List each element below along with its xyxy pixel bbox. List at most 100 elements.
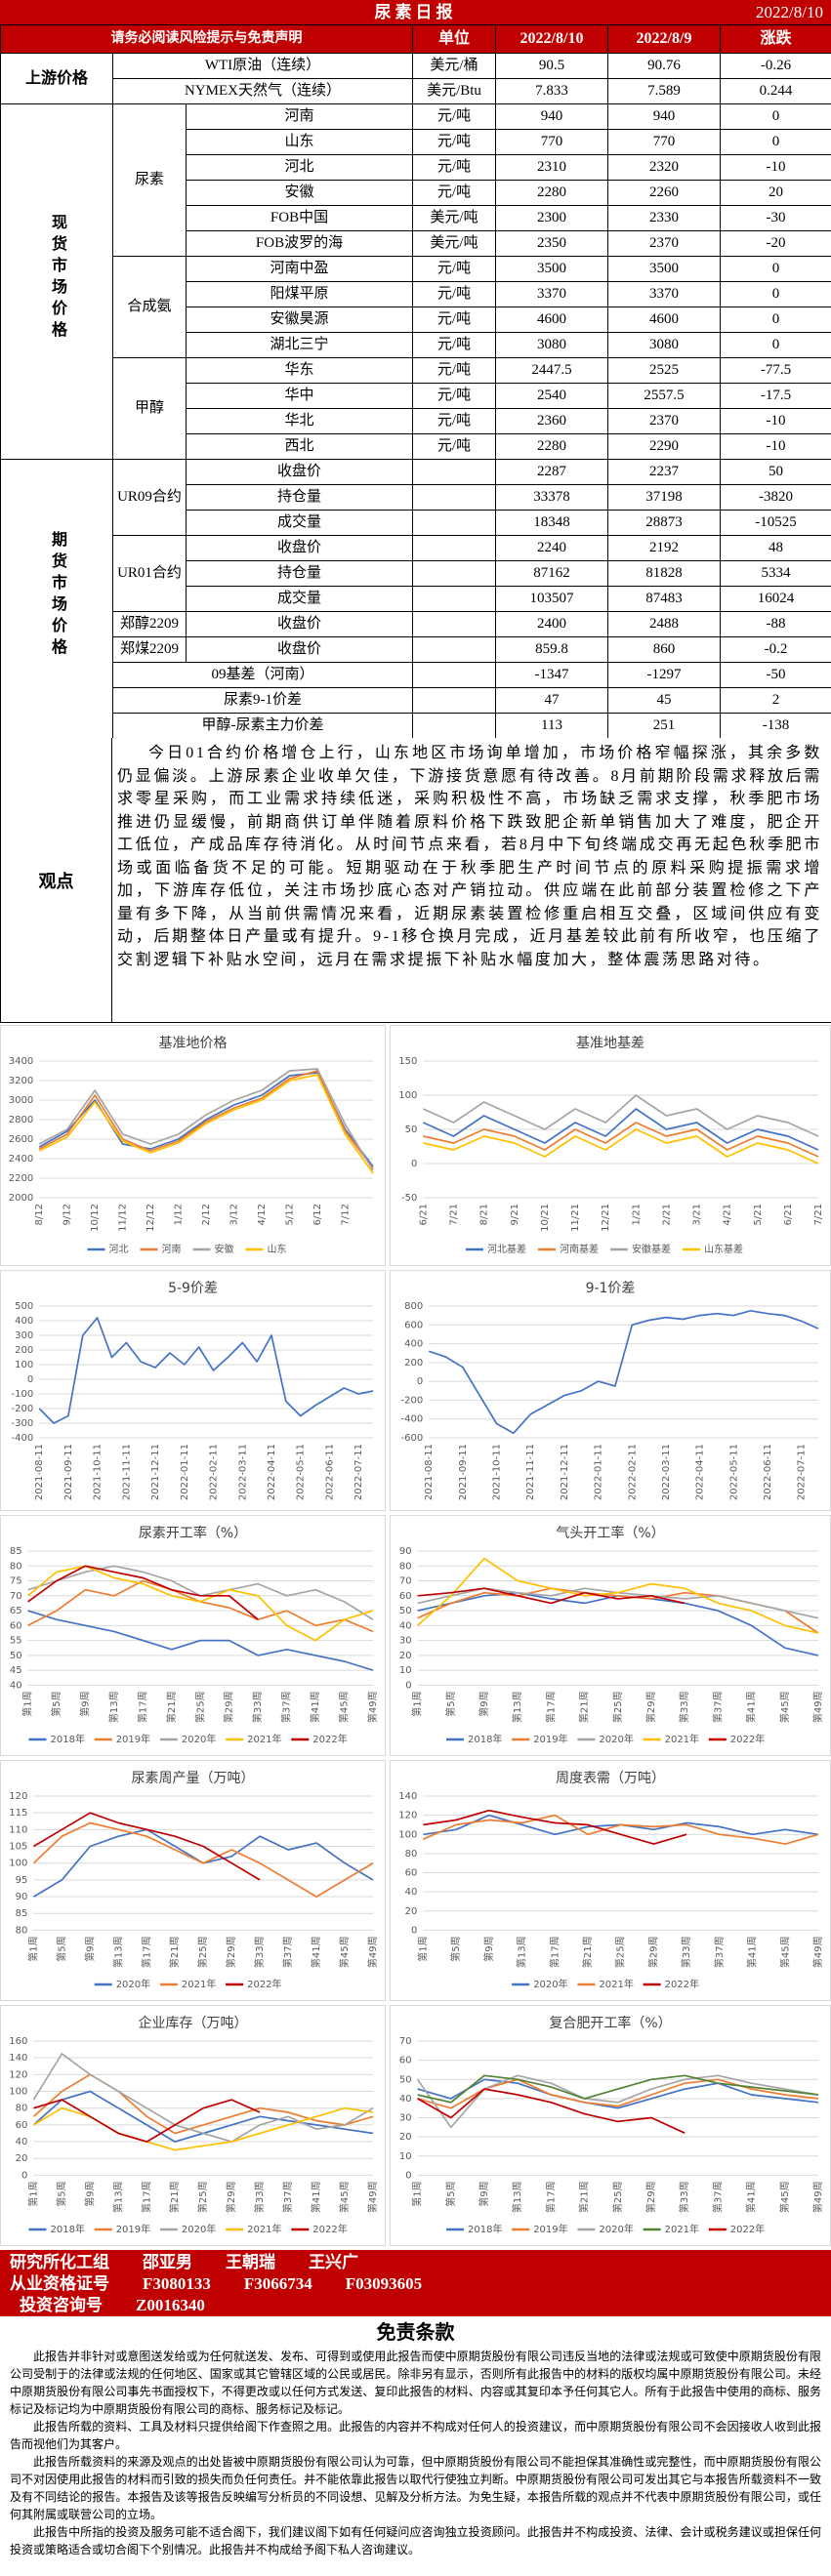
- table-row: 期货市场价格 UR09合约 收盘价 2287 2237 50: [0, 459, 831, 738]
- x-tick-label: 第5周: [449, 1936, 462, 1961]
- x-tick-label: 6/21: [783, 1204, 794, 1225]
- row-value: 50: [720, 459, 831, 485]
- row-value: 45: [607, 687, 721, 714]
- consult-line: 投资咨询号 Z0016340: [20, 2295, 238, 2316]
- chart-box: 基准地价格 2000 2200 2400 2600 2800 3000 3200 3400 8/1…: [0, 1025, 386, 1266]
- x-tick-label: 12/12: [145, 1204, 156, 1232]
- x-tick-label: 2021-09-11: [458, 1444, 469, 1500]
- x-tick-label: 第5周: [444, 2181, 457, 2206]
- section-label: 上游价格: [0, 53, 113, 104]
- y-tick-label: 80: [399, 1561, 412, 1572]
- x-tick-label: 第25周: [193, 1691, 206, 1723]
- x-tick-label: 第21周: [168, 2181, 181, 2213]
- x-tick-label: 5/12: [285, 1204, 296, 1225]
- y-tick-label: 140: [398, 1791, 417, 1802]
- group-label: 甲醇: [112, 357, 187, 460]
- chart: 基准地基差 -50 0 50 100 150 6/21 7/21 8/21 9/21 10/21 11…: [398, 1035, 824, 1255]
- y-tick-label: 300: [15, 1330, 33, 1341]
- x-tick-label: 12/21: [601, 1204, 611, 1232]
- chart-box: 尿素开工率（%） 40 45 50 55 60 65 70 75 80 85 第1周 第5周 第9周 第13…: [0, 1515, 386, 1756]
- row-value: 2310: [495, 154, 608, 181]
- y-tick-label: -300: [11, 1418, 33, 1429]
- x-tick-label: 第13周: [111, 1936, 124, 1968]
- x-tick-label: 7/21: [813, 1204, 824, 1225]
- row-value: 940: [607, 103, 721, 130]
- row-value: 2557.5: [607, 383, 721, 409]
- row-value: 2240: [495, 535, 608, 561]
- y-tick-label: 50: [10, 1651, 22, 1661]
- row-value: 251: [607, 713, 721, 738]
- row-value: -10: [720, 433, 831, 460]
- legend-label: 2019年: [533, 1733, 567, 1745]
- y-tick-label: 40: [10, 1680, 22, 1691]
- y-tick-label: 2600: [9, 1134, 33, 1145]
- y-tick-label: 85: [10, 1546, 22, 1557]
- x-tick-label: 第1周: [416, 1936, 429, 1961]
- report-date: 2022/8/10: [756, 3, 823, 21]
- row-unit: 元/吨: [412, 256, 496, 282]
- y-tick-label: 55: [10, 1636, 22, 1647]
- legend-label: 2021年: [599, 1978, 633, 1990]
- y-tick-label: 0: [417, 1376, 423, 1387]
- y-tick-label: 20: [399, 2132, 412, 2143]
- chart-box: 基准地基差 -50 0 50 100 150 6/21 7/21 8/21 9/21 10/21 11…: [390, 1025, 831, 1266]
- row-item: 华北: [186, 408, 413, 434]
- row-value: -0.26: [720, 53, 831, 79]
- table-row: 安徽昊源 元/吨 4600 4600 0: [1, 307, 831, 333]
- legend-label: 2019年: [533, 2223, 567, 2235]
- row-value: -138: [720, 713, 831, 738]
- row-unit: 元/吨: [412, 357, 496, 384]
- legend-label: 2020年: [116, 1978, 150, 1990]
- row-unit: 元/吨: [412, 103, 496, 130]
- x-tick-label: 第37周: [281, 2181, 294, 2213]
- row-value: 2330: [607, 205, 721, 231]
- row-value: -10525: [720, 510, 831, 536]
- chart-title: 基准地价格: [159, 1035, 228, 1051]
- chart: 9-1价差 -600 -400 -200 0 200 400 600 800 2021-08-11…: [400, 1281, 819, 1500]
- series-line: [417, 1587, 686, 1605]
- row-value: 2360: [495, 408, 608, 434]
- x-tick-label: 第33周: [251, 1691, 264, 1723]
- x-tick-label: 2022-06-11: [763, 1444, 773, 1500]
- group-label: 合成氨: [112, 256, 187, 358]
- legend-label: 2019年: [116, 1733, 150, 1745]
- row-item: 收盘价: [186, 459, 413, 485]
- table-row: 郑煤2209 收盘价 859.8 860 -0.2: [1, 636, 831, 663]
- table-row: 持仓量 33378 37198 -3820: [1, 484, 831, 511]
- x-tick-label: 1/12: [174, 1204, 185, 1225]
- row-value: 859.8: [495, 636, 608, 663]
- x-tick-label: 4/12: [257, 1204, 268, 1225]
- row-unit: 美元/吨: [412, 230, 496, 257]
- x-tick-label: 第45周: [338, 1691, 351, 1723]
- footer: 研究所化工组 邵亚男 王朝瑞 王兴广 从业资格证号 F3080133 F3066734 F0…: [0, 2250, 831, 2316]
- x-tick-label: 第41周: [745, 2181, 758, 2213]
- row-value: 2237: [607, 459, 721, 485]
- y-tick-label: 400: [15, 1316, 33, 1327]
- table-row: 合成氨 河南中盈 元/吨 3500 3500 0: [1, 256, 831, 358]
- x-tick-label: 9/21: [510, 1204, 520, 1225]
- row-unit: 元/吨: [412, 383, 496, 409]
- row-value: -77.5: [720, 357, 831, 384]
- row-value: 87483: [607, 586, 721, 612]
- row-item: 河南: [186, 103, 413, 130]
- row-unit: [412, 510, 496, 536]
- y-tick-label: 95: [16, 1875, 28, 1886]
- legend-label: 2018年: [468, 1733, 502, 1745]
- y-tick-label: 70: [10, 1591, 22, 1602]
- row-value: 33378: [495, 484, 608, 511]
- y-tick-label: 40: [405, 1887, 418, 1898]
- y-tick-label: -400: [11, 1433, 33, 1444]
- row-value: 0: [720, 332, 831, 358]
- row-value: 2488: [607, 611, 721, 637]
- view-label: 观点: [0, 738, 112, 1022]
- y-tick-label: 0: [405, 1680, 411, 1691]
- header-row: 请务必阅读风险提示与免责声明 单位 2022/8/10 2022/8/9 涨跌: [0, 24, 831, 54]
- y-tick-label: 90: [399, 1546, 412, 1557]
- series-line: [27, 1565, 374, 1642]
- x-tick-label: 10/21: [540, 1204, 551, 1232]
- legend-label: 山东基差: [704, 1243, 743, 1255]
- row-value: 2400: [495, 611, 608, 637]
- report-title: 尿素日报: [374, 3, 457, 21]
- series-line: [417, 2078, 819, 2109]
- series-line: [423, 1128, 819, 1165]
